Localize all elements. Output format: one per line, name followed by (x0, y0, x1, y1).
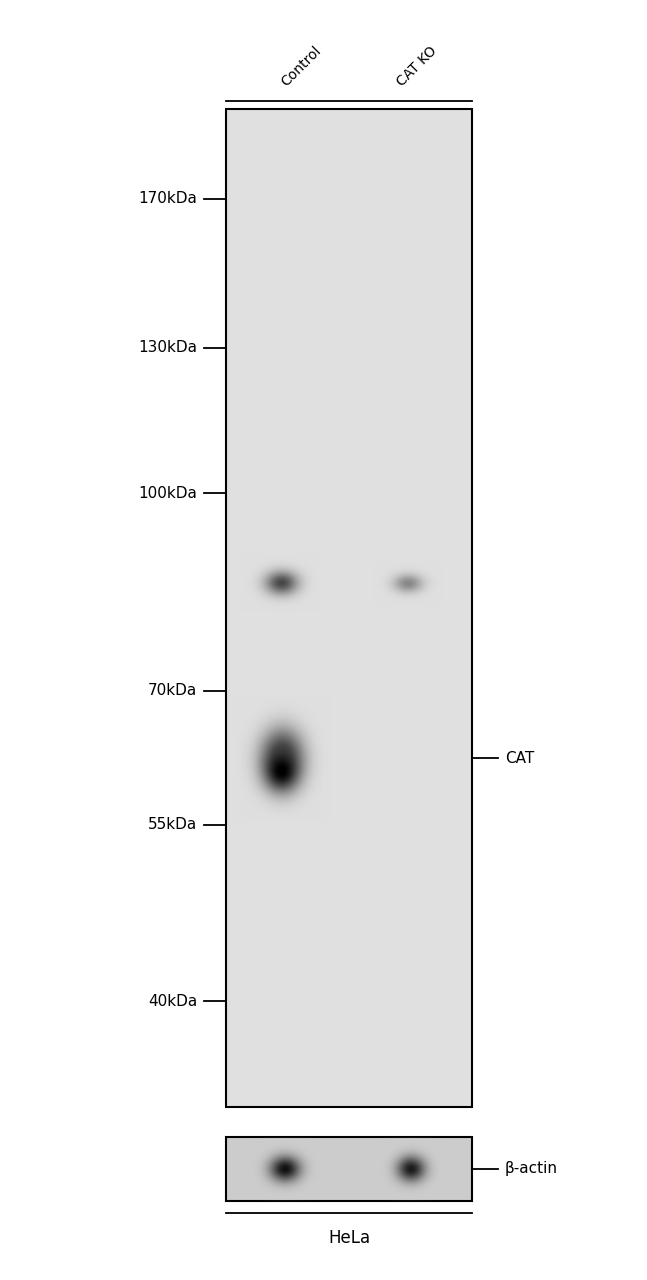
Bar (226, 109, 472, 1107)
Text: HeLa: HeLa (328, 1229, 371, 1247)
Text: β-actin: β-actin (505, 1161, 558, 1176)
Text: 70kDa: 70kDa (148, 684, 197, 699)
Text: 55kDa: 55kDa (148, 817, 197, 832)
Text: 170kDa: 170kDa (138, 192, 197, 206)
Text: 130kDa: 130kDa (138, 340, 197, 355)
Bar (226, 1137, 472, 1201)
Text: 100kDa: 100kDa (138, 485, 197, 500)
Text: CAT KO: CAT KO (395, 45, 440, 90)
Text: 40kDa: 40kDa (148, 993, 197, 1009)
Text: Control: Control (278, 44, 324, 90)
Text: CAT: CAT (505, 750, 534, 765)
